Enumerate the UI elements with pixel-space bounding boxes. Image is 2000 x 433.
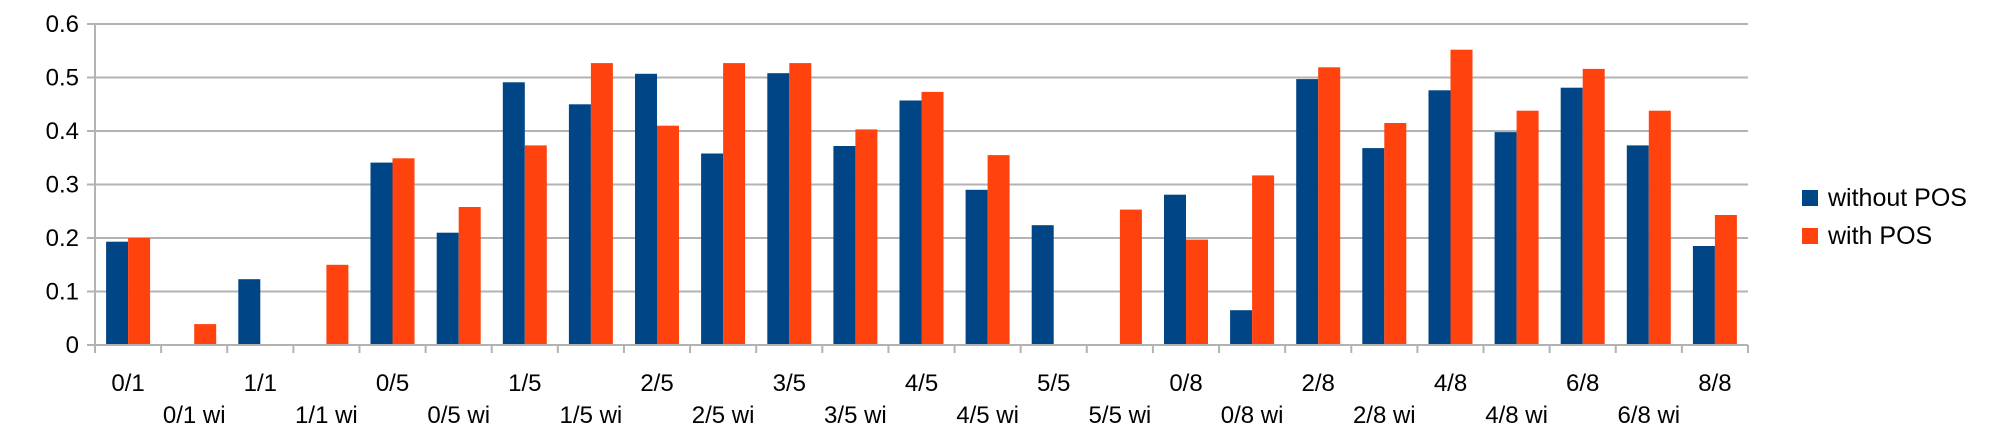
x-tick-label: 1/5 [508,370,541,397]
bar-with-pos [1648,110,1671,345]
bar-with-pos [1384,123,1407,345]
x-tick-label: 3/5 [773,370,806,397]
y-tick-label: 0.4 [46,118,79,145]
legend-swatch-with-pos [1802,228,1818,244]
bar-with-pos [1186,239,1208,345]
bar-with-pos [1119,209,1142,345]
bar-without-pos [1164,194,1186,345]
x-tick-label: 5/5 wi [1089,402,1152,429]
bar-with-pos [789,63,812,345]
bar-with-pos [1252,175,1275,345]
bar-with-pos [1318,67,1341,346]
bar-with-pos [1516,110,1539,345]
bar-without-pos [1560,87,1583,345]
x-tick-label: 4/8 [1434,370,1467,397]
axes [87,23,1749,353]
x-tick-label: 4/5 wi [956,402,1019,429]
bar-without-pos [1296,79,1319,345]
x-tick-label: 1/5 wi [560,402,623,429]
y-tick-label: 0.3 [46,172,79,199]
bar-with-pos [458,207,481,345]
bar-with-pos [194,324,217,345]
bar-without-pos [502,82,525,346]
bar-without-pos [436,232,459,345]
x-tick-label: 0/8 wi [1221,402,1284,429]
legend-swatch-without-pos [1802,190,1818,206]
bar-without-pos [965,189,988,345]
bar-with-pos [590,63,613,345]
bar-with-pos [1714,215,1737,345]
x-tick-label: 2/8 [1302,370,1335,397]
y-tick-label: 0.5 [46,65,79,92]
bars [106,49,1737,346]
y-tick-label: 0.6 [46,11,79,38]
bar-without-pos [1494,132,1517,345]
y-tick-label: 0.2 [46,225,79,252]
x-tick-labels: 0/1 0/1 wi 1/1 1/1 wi 0/5 0/5 wi 1/5 1/5 wi 2/5 2… [111,370,1731,429]
x-tick-label: 5/5 [1037,370,1070,397]
bar-with-pos [657,125,679,345]
bar-without-pos [899,100,922,345]
x-tick-label: 1/1 [244,370,277,397]
bar-without-pos [1230,310,1253,345]
x-tick-label: 0/1 wi [163,402,226,429]
bar-with-pos [1582,68,1605,346]
x-tick-label: 0/8 [1169,370,1202,397]
x-tick-label: 8/8 [1698,370,1731,397]
x-tick-label: 2/5 [640,370,673,397]
x-tick-label: 2/5 wi [692,402,755,429]
bar-with-pos [921,91,944,346]
bar-without-pos [370,162,393,345]
bar-with-pos [326,264,349,346]
bar-without-pos [1626,145,1649,345]
bar-with-pos [1450,49,1473,345]
bar-without-pos [106,241,129,345]
bar-with-pos [855,129,878,345]
legend-label-with-pos: with POS [1827,222,1932,250]
bar-without-pos [238,279,261,345]
x-tick-label: 3/5 wi [824,402,887,429]
bar-with-pos [524,145,547,345]
x-tick-label: 6/8 wi [1617,402,1680,429]
y-tick-labels: 0 0.1 0.2 0.3 0.4 0.5 0.6 [46,11,79,359]
x-tick-label: 0/1 [111,370,144,397]
legend: without POS with POS [1802,184,1967,250]
x-tick-label: 1/1 wi [295,402,358,429]
bar-without-pos [568,104,591,346]
bar-with-pos [392,158,415,345]
bar-without-pos [1031,225,1054,345]
x-tick-label: 0/5 [376,370,409,397]
bar-without-pos [1692,246,1715,345]
bar-without-pos [1428,90,1451,345]
y-tick-label: 0 [66,332,79,359]
bar-without-pos [767,73,790,345]
bar-without-pos [635,73,657,346]
bar-with-pos [128,238,151,345]
x-tick-label: 2/8 wi [1353,402,1416,429]
bar-with-pos [987,155,1010,345]
bar-without-pos [1362,148,1385,345]
x-tick-label: 0/5 wi [427,402,490,429]
x-tick-label: 4/8 wi [1485,402,1548,429]
bar-without-pos [701,153,724,345]
bar-without-pos [833,146,856,345]
x-tick-label: 6/8 [1566,370,1599,397]
x-tick-label: 4/5 [905,370,938,397]
legend-label-without-pos: without POS [1827,184,1967,212]
bar-with-pos [723,63,746,345]
y-tick-label: 0.1 [46,279,79,306]
